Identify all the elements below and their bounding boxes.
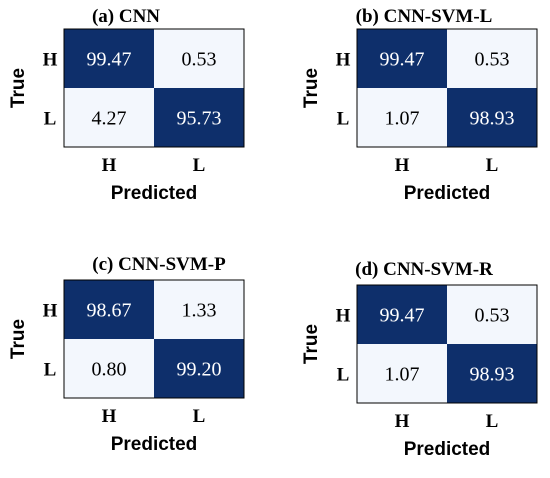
matrix-cell — [447, 344, 537, 403]
matrix-cell — [154, 280, 244, 339]
x-tick-label: L — [486, 155, 499, 176]
confusion-matrix-panel: (d) CNN-SVM-R 99.47 0.53 1.07 98.93 H L H L Predi… — [301, 259, 538, 460]
cell-value-label: 98.67 — [87, 300, 132, 322]
confusion-matrix-panel: (a) CNN 99.47 0.53 4.27 95.73 H L H L Predicted Tr… — [8, 6, 245, 204]
matrix-cell — [64, 88, 154, 147]
panel-title: (b) CNN-SVM-L — [356, 6, 493, 27]
y-tick-label: H — [336, 306, 351, 327]
y-axis-label: True — [301, 68, 322, 108]
panel-title: (a) CNN — [92, 6, 160, 27]
cell-value-label: 4.27 — [92, 108, 127, 130]
x-tick-label: L — [193, 155, 206, 176]
confusion-matrix-panel: (b) CNN-SVM-L 99.47 0.53 1.07 98.93 H L H L Predi… — [301, 6, 538, 204]
matrix-cell — [447, 88, 537, 147]
x-axis-label: Predicted — [404, 439, 491, 460]
x-axis-label: Predicted — [404, 183, 491, 204]
cell-value-label: 1.07 — [385, 108, 420, 130]
x-tick-label: L — [193, 406, 206, 427]
cell-value-label: 1.33 — [182, 300, 217, 322]
cell-value-label: 99.20 — [177, 359, 222, 381]
cell-value-label: 98.93 — [470, 364, 515, 386]
panel-title: (d) CNN-SVM-R — [355, 259, 493, 280]
matrix-border — [63, 28, 245, 148]
matrix-border — [356, 28, 538, 148]
y-tick-label: L — [337, 109, 350, 130]
y-tick-label: H — [43, 301, 58, 322]
x-tick-label: H — [102, 406, 117, 427]
cell-value-label: 0.80 — [92, 359, 127, 381]
matrix-cell — [154, 88, 244, 147]
cell-value-label: 99.47 — [380, 49, 425, 71]
x-tick-label: H — [395, 411, 410, 432]
x-tick-label: H — [395, 155, 410, 176]
y-axis-label: True — [8, 319, 29, 359]
y-tick-label: H — [336, 50, 351, 71]
matrix-cell — [154, 339, 244, 398]
matrix-cell — [357, 88, 447, 147]
cell-value-label: 99.47 — [87, 49, 132, 71]
cell-value-label: 0.53 — [475, 49, 510, 71]
cell-value-label: 1.07 — [385, 364, 420, 386]
matrix-cell — [154, 29, 244, 88]
y-tick-label: L — [44, 109, 57, 130]
x-axis-label: Predicted — [111, 434, 198, 455]
x-axis-label: Predicted — [111, 183, 198, 204]
cell-value-label: 95.73 — [177, 108, 222, 130]
confusion-matrix-panel: (c) CNN-SVM-P 98.67 1.33 0.80 99.20 H L H L Predi… — [8, 254, 245, 455]
matrix-cell — [357, 285, 447, 344]
matrix-border — [356, 284, 538, 404]
cell-value-label: 98.93 — [470, 108, 515, 130]
x-tick-label: L — [486, 411, 499, 432]
y-tick-label: L — [44, 360, 57, 381]
matrix-cell — [447, 29, 537, 88]
matrix-border — [63, 279, 245, 399]
panel-title: (c) CNN-SVM-P — [92, 254, 226, 275]
y-axis-label: True — [8, 68, 29, 108]
y-axis-label: True — [301, 324, 322, 364]
y-tick-label: H — [43, 50, 58, 71]
cell-value-label: 0.53 — [182, 49, 217, 71]
matrix-cell — [357, 344, 447, 403]
matrix-cell — [447, 285, 537, 344]
x-tick-label: H — [102, 155, 117, 176]
cell-value-label: 99.47 — [380, 305, 425, 327]
cell-value-label: 0.53 — [475, 305, 510, 327]
matrix-cell — [357, 29, 447, 88]
matrix-cell — [64, 29, 154, 88]
y-tick-label: L — [337, 365, 350, 386]
matrix-cell — [64, 280, 154, 339]
matrix-cell — [64, 339, 154, 398]
